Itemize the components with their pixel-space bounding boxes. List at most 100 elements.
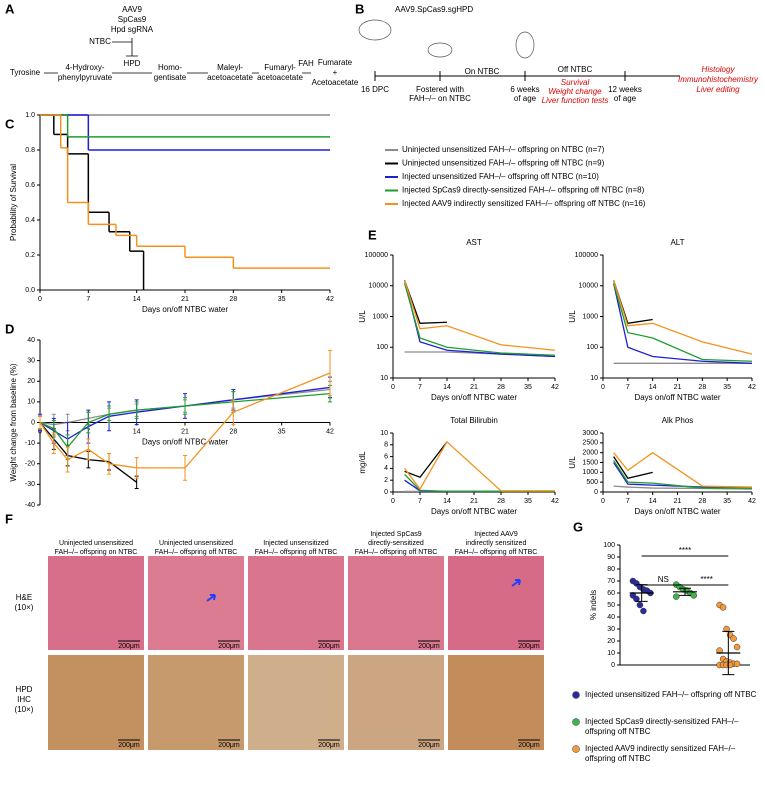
error-bar [86,438,91,461]
y-tick-label: 100 [586,344,598,351]
panel-label: E [368,227,377,242]
error-bar [183,455,187,481]
y-tick-label: 10 [27,399,35,406]
y-tick-label: 2000 [582,450,598,457]
x-tick-label: 0 [38,428,42,435]
y-tick-label: 1000 [372,313,388,320]
x-axis-label: Days on/off NTBC water [431,393,517,402]
y-tick-label: 10 [380,375,388,382]
y-tick-label: 0 [31,419,35,426]
y-tick-label: 50 [607,602,615,609]
scale-bar-label: 200μm [318,742,340,749]
pathway-node: Tyrosine [10,68,41,77]
column-header: Uninjected unsensitized [59,540,133,547]
legend-label: Injected SpCas9 directly-sensitized FAH–… [402,186,645,195]
x-tick-label: 35 [278,296,286,303]
data-point [673,593,680,600]
series-line [613,283,753,362]
phase: On NTBC [465,67,500,76]
x-axis-label: Days on/off NTBC water [142,438,228,447]
y-axis-label: Probability of Survival [9,164,18,241]
row-label: (10×) [15,603,34,612]
scale-bar-label: 200μm [418,643,440,650]
x-tick-label: 35 [723,498,731,505]
y-tick-label: 10000 [579,283,599,290]
y-tick-label: 2 [384,477,388,484]
x-tick-label: 28 [229,296,237,303]
column-header: Uninjected unsensitized [159,540,233,547]
endpoint: Liver editing [696,85,740,94]
series-line [403,280,556,351]
legend-label: Injected AAV9 indirectly sensitized FAH–… [402,199,646,208]
series-line [403,283,556,356]
pathway-node: acetoacetate [207,73,253,82]
series-line [404,441,448,479]
x-axis-label: Days on/off NTBC water [431,507,517,516]
x-tick-label: 28 [698,384,706,391]
legend-marker [572,718,580,726]
pathway-node: Acetoacetate [312,78,359,87]
scale-bar-label: 200μm [518,643,540,650]
x-tick-label: 42 [326,296,334,303]
panel-label: G [573,519,583,534]
data-point [733,660,741,668]
y-tick-label: 500 [586,479,598,486]
legend-label: Uninjected unsensitized FAH–/– offspring… [402,159,605,168]
panel-label: B [355,1,364,16]
column-header: FAH–/– offspring off NTBC [455,549,538,556]
y-tick-label: 100 [603,542,615,549]
chart-title: Alk Phos [662,416,694,425]
x-tick-label: 35 [723,384,731,391]
x-tick-label: 21 [470,384,478,391]
error-bar [65,446,70,473]
row-label: (10×) [15,705,34,714]
pathway-node: gentisate [154,73,187,82]
x-axis-label: Days on/off NTBC water [634,393,720,402]
panel-label: C [5,116,15,131]
significance-label: **** [700,575,712,584]
phase: Off NTBC [558,65,593,74]
x-tick-label: 7 [418,384,422,391]
endpoint: Immunohistochemistry [678,75,759,84]
x-tick-label: 14 [443,498,451,505]
y-tick-label: 0.8 [25,147,35,154]
series-line [613,451,753,488]
x-tick-label: 42 [326,428,334,435]
y-tick-label: -10 [25,440,35,447]
scale-bar-label: 200μm [118,643,140,650]
error-bar [51,432,56,454]
pathway-node: 4-Hydroxy- [65,63,104,72]
scale-bar-label: 200μm [218,643,240,650]
series-line [404,440,555,492]
timeline-point: of age [514,94,537,103]
y-tick-label: 80 [607,566,615,573]
x-tick-label: 7 [626,384,630,391]
error-bar [134,457,139,479]
timeline-point: Fostered with [416,85,464,94]
data-point [640,607,647,615]
series-line [613,456,653,479]
treatment: AAV9 [122,5,142,14]
column-header: directly-sensitized [368,540,424,547]
x-tick-label: 42 [551,498,559,505]
timeline-point: of age [614,94,637,103]
row-label: IHC [17,695,31,704]
y-tick-label: 0.0 [25,287,35,294]
y-tick-label: 8 [384,442,388,449]
timeline-axis [374,71,680,81]
x-tick-label: 14 [133,428,141,435]
enzyme: FAH [298,59,314,68]
data-point [636,601,644,609]
chart-title: Total Bilirubin [450,416,498,425]
y-axis-label: % indels [589,590,598,620]
data-point [733,643,741,651]
y-tick-label: 30 [27,357,35,364]
y-tick-label: 20 [607,638,615,645]
y-tick-label: 1500 [582,459,598,466]
y-tick-label: -40 [25,502,35,509]
y-tick-label: 30 [607,626,615,633]
x-tick-label: 21 [181,296,189,303]
y-tick-label: 2500 [582,440,598,447]
x-tick-label: 7 [418,498,422,505]
